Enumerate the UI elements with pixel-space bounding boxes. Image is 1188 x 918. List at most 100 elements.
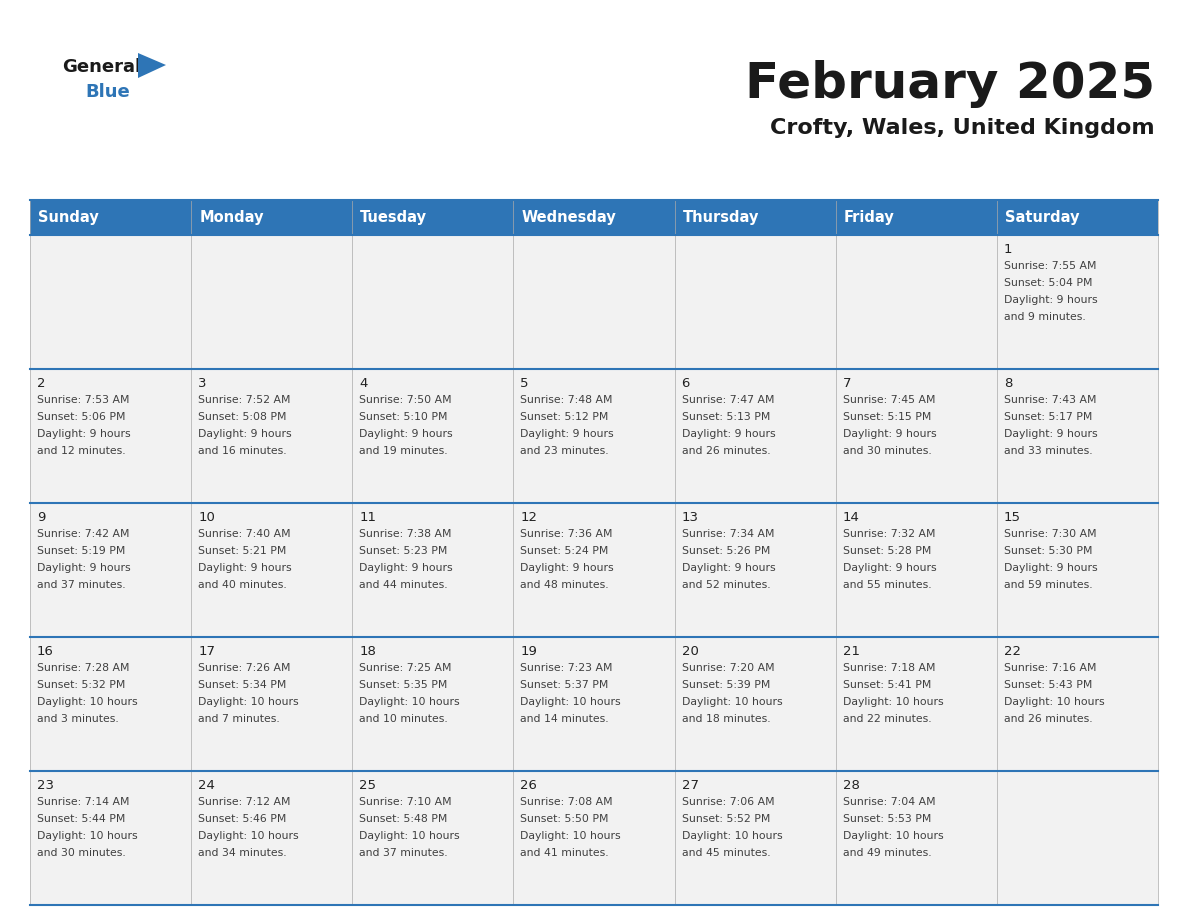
Text: Sunrise: 7:26 AM: Sunrise: 7:26 AM <box>198 663 291 673</box>
Text: Sunrise: 7:23 AM: Sunrise: 7:23 AM <box>520 663 613 673</box>
Bar <box>675 369 835 503</box>
Text: Sunrise: 7:36 AM: Sunrise: 7:36 AM <box>520 529 613 539</box>
Text: Daylight: 10 hours: Daylight: 10 hours <box>842 697 943 707</box>
Text: and 52 minutes.: and 52 minutes. <box>682 580 770 590</box>
Text: and 37 minutes.: and 37 minutes. <box>37 580 126 590</box>
Text: Sunrise: 7:52 AM: Sunrise: 7:52 AM <box>198 395 291 405</box>
Bar <box>675 235 835 369</box>
Text: 3: 3 <box>198 377 207 390</box>
Bar <box>513 235 675 369</box>
Text: Sunrise: 7:14 AM: Sunrise: 7:14 AM <box>37 797 129 807</box>
Text: Sunset: 5:19 PM: Sunset: 5:19 PM <box>37 546 126 556</box>
Text: 6: 6 <box>682 377 690 390</box>
Text: Daylight: 9 hours: Daylight: 9 hours <box>359 429 453 439</box>
Text: Daylight: 10 hours: Daylight: 10 hours <box>520 831 621 841</box>
Text: 4: 4 <box>359 377 367 390</box>
Text: 27: 27 <box>682 779 699 792</box>
Text: Sunrise: 7:08 AM: Sunrise: 7:08 AM <box>520 797 613 807</box>
Text: Sunset: 5:30 PM: Sunset: 5:30 PM <box>1004 546 1092 556</box>
Bar <box>997 637 1158 771</box>
Text: and 30 minutes.: and 30 minutes. <box>842 446 931 456</box>
Text: Daylight: 10 hours: Daylight: 10 hours <box>359 697 460 707</box>
Text: and 3 minutes.: and 3 minutes. <box>37 714 119 724</box>
Text: Sunset: 5:10 PM: Sunset: 5:10 PM <box>359 412 448 422</box>
Text: 21: 21 <box>842 645 860 658</box>
Text: Sunrise: 7:38 AM: Sunrise: 7:38 AM <box>359 529 451 539</box>
Text: Daylight: 9 hours: Daylight: 9 hours <box>520 563 614 573</box>
Text: and 26 minutes.: and 26 minutes. <box>682 446 770 456</box>
Text: and 34 minutes.: and 34 minutes. <box>198 848 286 858</box>
Text: Sunrise: 7:18 AM: Sunrise: 7:18 AM <box>842 663 935 673</box>
Text: Daylight: 9 hours: Daylight: 9 hours <box>682 563 776 573</box>
Bar <box>835 503 997 637</box>
Text: Sunrise: 7:06 AM: Sunrise: 7:06 AM <box>682 797 775 807</box>
Text: 20: 20 <box>682 645 699 658</box>
Text: Sunrise: 7:04 AM: Sunrise: 7:04 AM <box>842 797 935 807</box>
Text: 16: 16 <box>37 645 53 658</box>
Text: and 12 minutes.: and 12 minutes. <box>37 446 126 456</box>
Bar <box>191 637 353 771</box>
Bar <box>30 200 1158 235</box>
Polygon shape <box>138 53 166 78</box>
Text: and 16 minutes.: and 16 minutes. <box>198 446 286 456</box>
Text: and 14 minutes.: and 14 minutes. <box>520 714 609 724</box>
Text: 12: 12 <box>520 511 537 524</box>
Bar <box>675 637 835 771</box>
Text: Sunrise: 7:40 AM: Sunrise: 7:40 AM <box>198 529 291 539</box>
Text: 26: 26 <box>520 779 537 792</box>
Bar <box>675 503 835 637</box>
Text: and 55 minutes.: and 55 minutes. <box>842 580 931 590</box>
Text: Daylight: 9 hours: Daylight: 9 hours <box>1004 563 1098 573</box>
Text: and 49 minutes.: and 49 minutes. <box>842 848 931 858</box>
Text: Daylight: 9 hours: Daylight: 9 hours <box>359 563 453 573</box>
Bar <box>30 235 191 369</box>
Text: Daylight: 10 hours: Daylight: 10 hours <box>198 831 298 841</box>
Bar <box>191 503 353 637</box>
Text: Daylight: 10 hours: Daylight: 10 hours <box>520 697 621 707</box>
Text: Sunday: Sunday <box>38 210 99 225</box>
Bar <box>353 503 513 637</box>
Text: 24: 24 <box>198 779 215 792</box>
Bar <box>835 771 997 905</box>
Text: Sunset: 5:46 PM: Sunset: 5:46 PM <box>198 814 286 824</box>
Bar <box>30 771 191 905</box>
Bar <box>191 235 353 369</box>
Text: Sunset: 5:13 PM: Sunset: 5:13 PM <box>682 412 770 422</box>
Bar <box>353 771 513 905</box>
Text: Daylight: 9 hours: Daylight: 9 hours <box>520 429 614 439</box>
Text: Sunset: 5:12 PM: Sunset: 5:12 PM <box>520 412 608 422</box>
Text: Sunset: 5:35 PM: Sunset: 5:35 PM <box>359 680 448 690</box>
Text: Sunset: 5:41 PM: Sunset: 5:41 PM <box>842 680 931 690</box>
Text: Sunset: 5:26 PM: Sunset: 5:26 PM <box>682 546 770 556</box>
Text: and 23 minutes.: and 23 minutes. <box>520 446 609 456</box>
Text: Daylight: 9 hours: Daylight: 9 hours <box>842 429 936 439</box>
Bar <box>353 637 513 771</box>
Text: Sunrise: 7:32 AM: Sunrise: 7:32 AM <box>842 529 935 539</box>
Text: Sunset: 5:39 PM: Sunset: 5:39 PM <box>682 680 770 690</box>
Text: 7: 7 <box>842 377 852 390</box>
Text: 19: 19 <box>520 645 537 658</box>
Bar <box>997 369 1158 503</box>
Text: Daylight: 9 hours: Daylight: 9 hours <box>37 429 131 439</box>
Text: Sunset: 5:15 PM: Sunset: 5:15 PM <box>842 412 931 422</box>
Text: and 59 minutes.: and 59 minutes. <box>1004 580 1093 590</box>
Text: Sunset: 5:21 PM: Sunset: 5:21 PM <box>198 546 286 556</box>
Text: 14: 14 <box>842 511 860 524</box>
Bar <box>513 637 675 771</box>
Text: 8: 8 <box>1004 377 1012 390</box>
Text: Sunrise: 7:10 AM: Sunrise: 7:10 AM <box>359 797 451 807</box>
Text: Friday: Friday <box>843 210 895 225</box>
Text: Sunrise: 7:47 AM: Sunrise: 7:47 AM <box>682 395 775 405</box>
Text: 23: 23 <box>37 779 53 792</box>
Text: Monday: Monday <box>200 210 264 225</box>
Text: Daylight: 10 hours: Daylight: 10 hours <box>198 697 298 707</box>
Text: Daylight: 10 hours: Daylight: 10 hours <box>682 831 782 841</box>
Bar <box>835 369 997 503</box>
Text: Sunrise: 7:43 AM: Sunrise: 7:43 AM <box>1004 395 1097 405</box>
Bar <box>835 637 997 771</box>
Text: Sunrise: 7:12 AM: Sunrise: 7:12 AM <box>198 797 291 807</box>
Text: Sunset: 5:32 PM: Sunset: 5:32 PM <box>37 680 126 690</box>
Text: Thursday: Thursday <box>683 210 759 225</box>
Text: Sunset: 5:08 PM: Sunset: 5:08 PM <box>198 412 286 422</box>
Text: and 41 minutes.: and 41 minutes. <box>520 848 609 858</box>
